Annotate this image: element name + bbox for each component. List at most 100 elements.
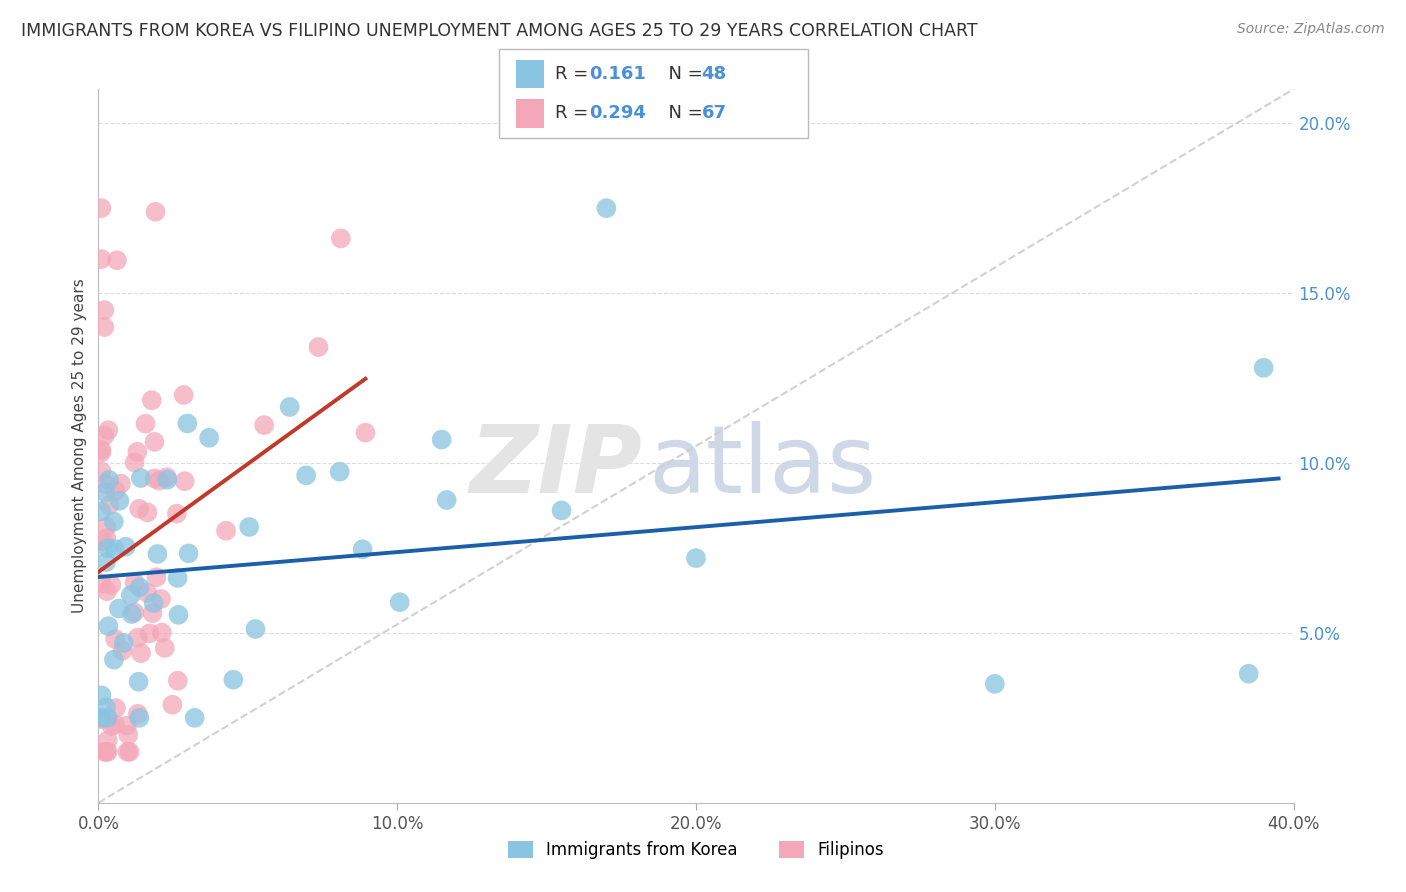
Point [143,471,166,485]
Point [120,588,142,602]
Point [150,591,173,606]
Point [117,745,139,759]
Point [98,498,121,512]
Point [128,501,150,516]
Point [118,745,141,759]
Point [115,718,138,732]
Point [173,474,195,488]
Point [354,425,377,440]
Point [111,644,134,658]
Legend: Immigrants from Korea, Filipinos: Immigrants from Korea, Filipinos [501,834,891,866]
Point [121,607,143,621]
Text: ZIP: ZIP [470,421,643,514]
Point [142,596,165,610]
Point [93,534,115,549]
Point [146,547,169,561]
Point [97,745,120,759]
Point [97,733,120,747]
Point [173,388,195,402]
Point [100,578,122,592]
Point [238,520,260,534]
Point [128,674,150,689]
Point [90,711,112,725]
Point [110,476,132,491]
Point [94,555,117,569]
Point [150,625,173,640]
Point [166,673,188,688]
Text: 48: 48 [702,65,727,83]
Point [93,303,115,318]
Point [136,586,159,600]
Point [90,465,112,479]
Point [156,473,179,487]
Point [308,340,330,354]
Point [104,483,127,498]
Point [166,571,188,585]
Point [96,520,118,534]
Point [245,622,267,636]
Point [96,532,118,546]
Point [105,253,128,268]
Point [127,706,149,721]
Point [97,423,120,437]
Point [141,606,163,620]
Point [124,605,146,619]
Point [108,601,131,615]
Point [436,493,458,508]
Point [94,477,117,491]
Point [550,503,572,517]
Text: N =: N = [657,65,709,83]
Point [112,636,135,650]
Point [96,541,118,555]
Point [104,632,127,646]
Point [198,431,221,445]
Point [162,698,184,712]
Point [136,505,159,519]
Point [329,231,352,245]
Point [90,445,112,459]
Point [90,689,112,703]
Point [145,204,167,219]
Point [128,580,150,594]
Point [94,485,117,500]
Point [148,474,170,488]
Point [93,320,115,334]
Y-axis label: Unemployment Among Ages 25 to 29 years: Unemployment Among Ages 25 to 29 years [72,278,87,614]
Point [222,673,245,687]
Point [145,570,167,584]
Point [215,524,238,538]
Point [128,711,150,725]
Point [108,493,131,508]
Point [103,653,125,667]
Point [98,473,121,487]
Point [685,551,707,566]
Point [90,576,112,591]
Point [595,201,617,215]
Text: 0.161: 0.161 [589,65,645,83]
Point [129,646,152,660]
Point [352,542,374,557]
Point [166,507,188,521]
Point [90,201,112,215]
Point [104,541,127,556]
Point [100,719,122,733]
Text: 67: 67 [702,104,727,122]
Point [141,393,163,408]
Point [430,433,453,447]
Point [90,504,112,518]
Point [94,700,117,714]
Point [156,470,179,484]
Point [183,711,205,725]
Point [167,607,190,622]
Point [295,468,318,483]
Point [96,745,118,759]
Point [90,252,112,266]
Point [129,471,152,485]
Point [90,442,112,457]
Text: IMMIGRANTS FROM KOREA VS FILIPINO UNEMPLOYMENT AMONG AGES 25 TO 29 YEARS CORRELA: IMMIGRANTS FROM KOREA VS FILIPINO UNEMPL… [21,22,977,40]
Point [103,515,125,529]
Point [117,728,139,742]
Text: N =: N = [657,104,709,122]
Point [93,429,115,443]
Point [135,417,157,431]
